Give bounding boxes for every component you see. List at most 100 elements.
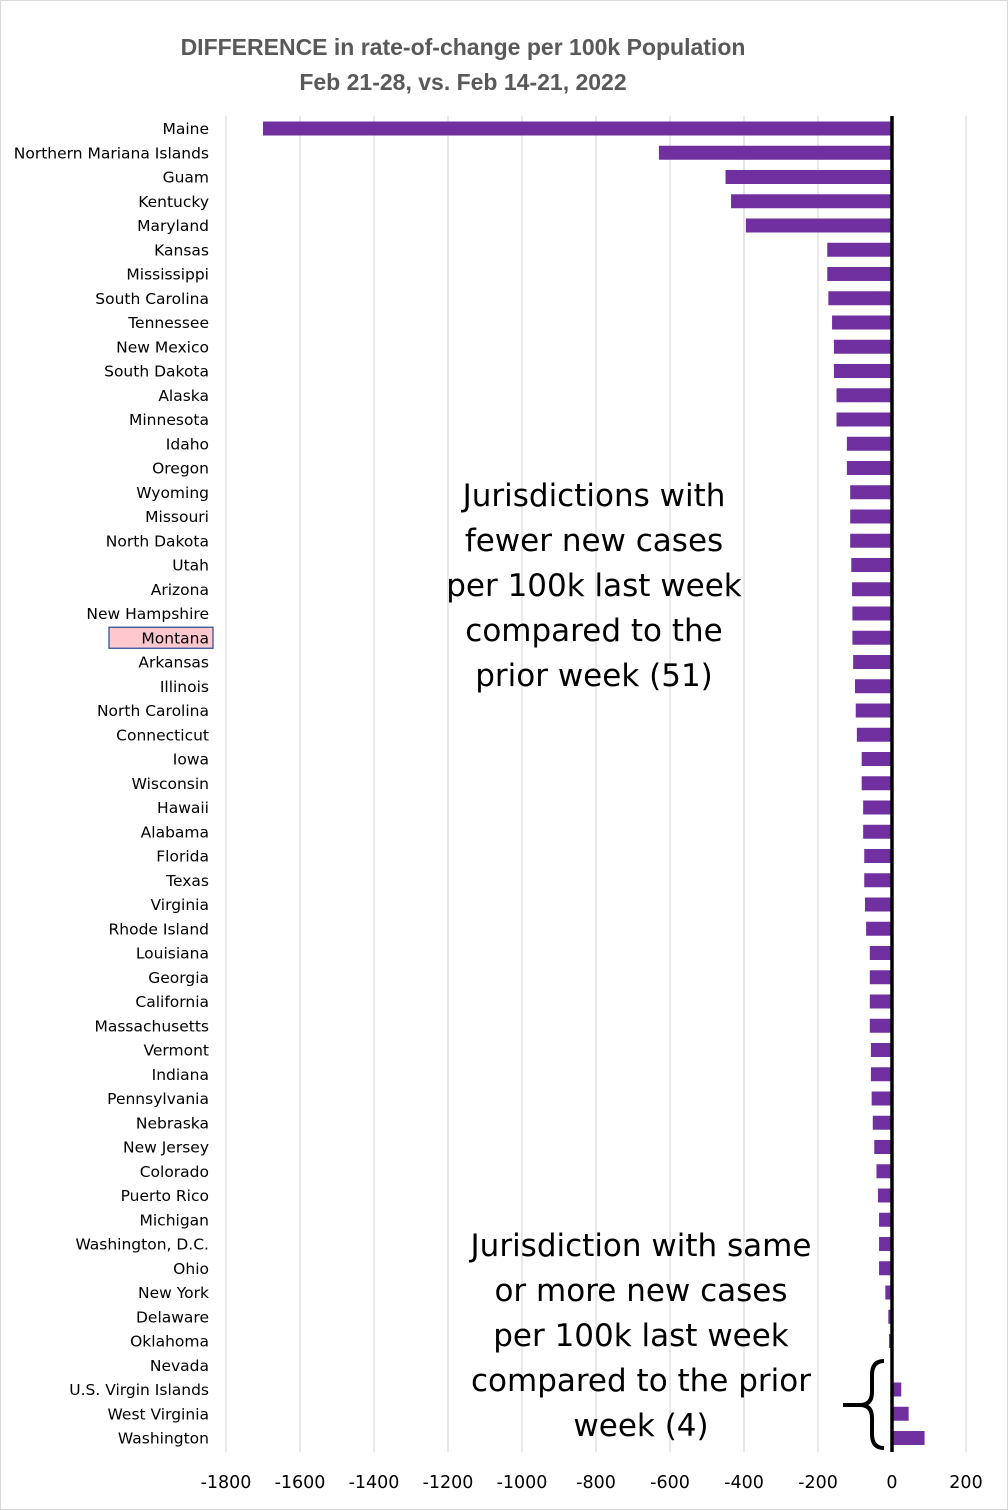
category-label: Mississippi [126, 266, 209, 284]
x-tick-label: -1600 [275, 1473, 326, 1493]
category-label: Arizona [151, 581, 209, 599]
category-label: Northern Mariana Islands [14, 144, 209, 162]
x-tick-label: -600 [650, 1473, 690, 1493]
category-label: Massachusetts [94, 1017, 209, 1035]
x-tick-label: -400 [724, 1473, 764, 1493]
category-label: Maine [162, 120, 209, 138]
bar-new-jersey [874, 1140, 892, 1154]
bar-delaware [888, 1309, 892, 1324]
category-label: Delaware [136, 1308, 209, 1326]
category-label: Louisiana [136, 945, 209, 963]
bar-michigan [879, 1212, 892, 1227]
category-label: Indiana [152, 1066, 209, 1084]
annotation-fewer-line-3: per 100k last week [446, 568, 742, 604]
bar-new-york [885, 1285, 892, 1300]
bar-illinois [855, 679, 892, 694]
annotation-more-line-2: or more new cases [494, 1273, 787, 1309]
bar-indiana [870, 1067, 892, 1082]
bar-utah [851, 558, 892, 572]
category-label: South Carolina [95, 290, 209, 308]
annotation-more-cases: Jurisdiction with same or more new cases… [469, 1228, 812, 1444]
bar-california [869, 994, 892, 1009]
category-label: Texas [165, 872, 209, 890]
category-labels: Maine Northern Mariana Islands Guam Kentuck… [14, 120, 214, 1448]
category-label: Ohio [173, 1260, 209, 1278]
x-tick-label: 200 [949, 1473, 982, 1493]
category-label: Alabama [141, 823, 209, 841]
category-label: West Virginia [108, 1405, 209, 1423]
category-label: Maryland [137, 217, 209, 235]
bars [263, 121, 925, 1445]
bar-virginia [864, 897, 892, 912]
bar-new-hampshire [852, 606, 892, 621]
bar-maine [263, 121, 892, 136]
category-label: Connecticut [116, 726, 209, 744]
bar-arizona [852, 582, 892, 597]
bar-north-carolina [855, 703, 892, 718]
category-label: Wisconsin [132, 775, 209, 793]
bar-vermont [870, 1043, 892, 1057]
category-label: Guam [163, 169, 209, 187]
bar-washington-d-c [879, 1237, 892, 1251]
category-label: Oklahoma [130, 1333, 209, 1351]
x-tick-label: -1200 [423, 1473, 474, 1493]
category-label: Nebraska [136, 1114, 209, 1132]
category-label: Washington [118, 1430, 209, 1448]
category-label: U.S. Virgin Islands [69, 1381, 209, 1399]
category-label: Georgia [148, 969, 209, 987]
annotation-more-line-5: week (4) [573, 1408, 708, 1444]
bar-wisconsin [861, 776, 892, 791]
bar-maryland [745, 218, 892, 233]
bar-idaho [846, 436, 892, 451]
category-label: New Jersey [123, 1139, 209, 1157]
annotation-fewer-line-1: Jurisdictions with [461, 478, 726, 514]
category-label: Pennsylvania [107, 1090, 209, 1108]
bar-north-dakota [850, 533, 892, 548]
bar-montana [852, 630, 892, 645]
bar-washington [892, 1431, 925, 1445]
bar-kansas [827, 242, 892, 257]
bar-texas [864, 873, 892, 888]
category-label: Alaska [158, 387, 209, 405]
bar-arkansas [853, 655, 892, 669]
category-label: Washington, D.C. [75, 1236, 209, 1254]
category-label: South Dakota [104, 363, 209, 381]
bar-u-s-virgin-islands [892, 1382, 902, 1397]
chart-title-line-2: Feb 21-28, vs. Feb 14-21, 2022 [299, 69, 626, 95]
category-label: Nevada [150, 1357, 209, 1375]
x-tick-label: -1400 [349, 1473, 400, 1493]
category-label: Colorado [140, 1163, 209, 1181]
annotation-more-line-4: compared to the prior [471, 1363, 811, 1399]
annotation-more-line-3: per 100k last week [493, 1318, 789, 1354]
category-label: North Carolina [97, 702, 209, 720]
category-label: Wyoming [136, 484, 209, 502]
x-tick-label: -800 [576, 1473, 616, 1493]
category-label: New Hampshire [86, 605, 209, 623]
category-label: Idaho [166, 435, 209, 453]
x-tick-label: 0 [886, 1473, 897, 1493]
x-tick-label: -1800 [201, 1473, 252, 1493]
bar-florida [864, 849, 892, 863]
category-label: Utah [172, 557, 209, 575]
category-label: Michigan [140, 1211, 210, 1229]
chart-title-line-1: DIFFERENCE in rate-of-change per 100k Po… [181, 34, 746, 60]
annotation-fewer-cases: Jurisdictions with fewer new cases per 1… [446, 478, 742, 694]
category-label: Iowa [173, 751, 209, 769]
category-label: Kentucky [138, 193, 209, 211]
category-label: Illinois [160, 678, 209, 696]
category-label: Florida [156, 848, 209, 866]
bar-guam [725, 170, 892, 184]
category-label: Montana [141, 629, 209, 647]
category-label: Oregon [152, 460, 209, 478]
bar-massachusetts [869, 1018, 892, 1033]
category-label: Kansas [154, 241, 209, 259]
bar-connecticut [856, 727, 892, 742]
bar-hawaii [863, 800, 892, 815]
category-label: Missouri [145, 508, 209, 526]
bar-new-mexico [833, 339, 892, 354]
bar-louisiana [869, 946, 892, 960]
bar-tennessee [832, 315, 892, 330]
annotation-fewer-line-4: compared to the [465, 613, 722, 649]
category-label: Rhode Island [109, 920, 210, 938]
